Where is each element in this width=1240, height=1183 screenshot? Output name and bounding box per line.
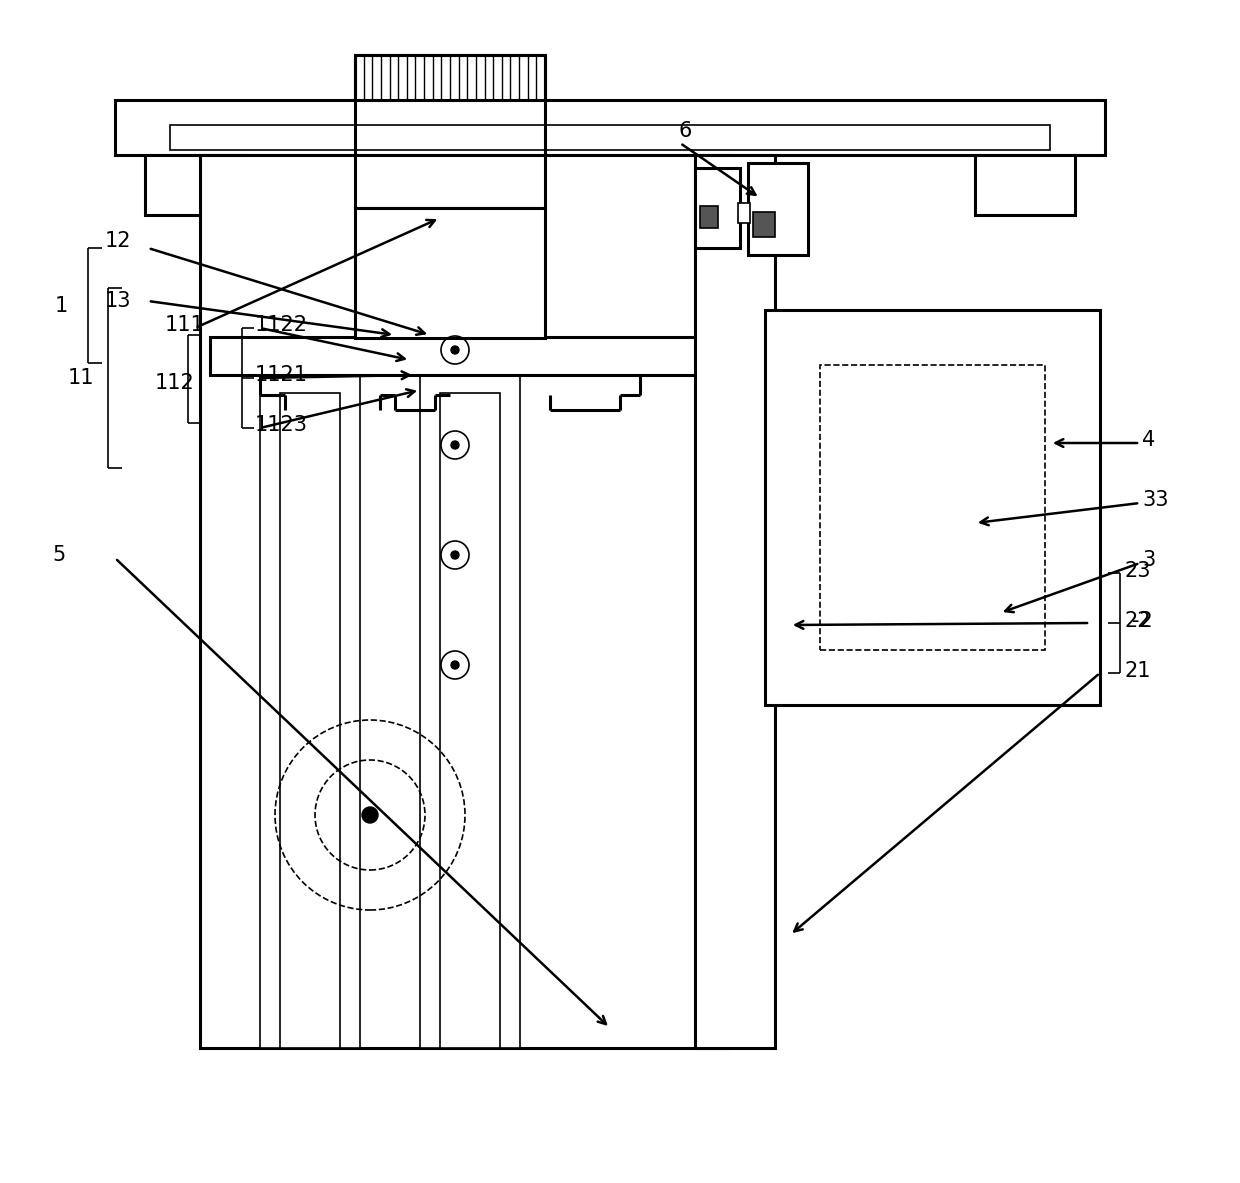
Circle shape bbox=[451, 345, 459, 354]
Text: 12: 12 bbox=[105, 231, 131, 251]
Bar bbox=[694, 168, 740, 248]
Bar bbox=[355, 208, 546, 338]
Bar bbox=[975, 155, 1075, 215]
Text: 111: 111 bbox=[165, 315, 205, 335]
Text: 1121: 1121 bbox=[255, 366, 308, 384]
Bar bbox=[701, 206, 718, 228]
Bar bbox=[753, 212, 775, 237]
Bar bbox=[820, 366, 1045, 649]
Text: 4: 4 bbox=[1142, 429, 1156, 450]
Bar bbox=[280, 393, 340, 1048]
Bar bbox=[170, 124, 1050, 150]
Text: 11: 11 bbox=[68, 368, 94, 388]
Text: 13: 13 bbox=[105, 291, 131, 311]
Text: 3: 3 bbox=[1142, 550, 1156, 570]
Bar bbox=[355, 54, 546, 208]
Bar bbox=[115, 101, 1105, 155]
Bar bbox=[765, 310, 1100, 705]
Circle shape bbox=[362, 807, 378, 823]
Bar bbox=[694, 155, 775, 1048]
Circle shape bbox=[451, 661, 459, 670]
Bar bbox=[260, 363, 360, 1048]
Bar bbox=[200, 155, 730, 1048]
Bar bbox=[210, 337, 730, 375]
Text: 5: 5 bbox=[52, 545, 66, 565]
Text: 112: 112 bbox=[155, 373, 195, 393]
Text: 23: 23 bbox=[1125, 561, 1152, 581]
Text: 21: 21 bbox=[1125, 661, 1152, 681]
Text: 22: 22 bbox=[1125, 610, 1152, 631]
Text: 1123: 1123 bbox=[255, 415, 308, 435]
Circle shape bbox=[451, 441, 459, 450]
Bar bbox=[145, 155, 246, 215]
Bar bbox=[440, 393, 500, 1048]
Text: 1122: 1122 bbox=[255, 315, 308, 335]
Text: -2: -2 bbox=[1132, 610, 1153, 631]
Text: 1: 1 bbox=[55, 296, 68, 316]
Bar bbox=[748, 163, 808, 256]
Bar bbox=[355, 54, 546, 208]
Circle shape bbox=[451, 551, 459, 560]
Text: 33: 33 bbox=[1142, 490, 1168, 510]
Text: 6: 6 bbox=[678, 121, 692, 141]
Bar bbox=[420, 363, 520, 1048]
Bar bbox=[738, 203, 750, 224]
